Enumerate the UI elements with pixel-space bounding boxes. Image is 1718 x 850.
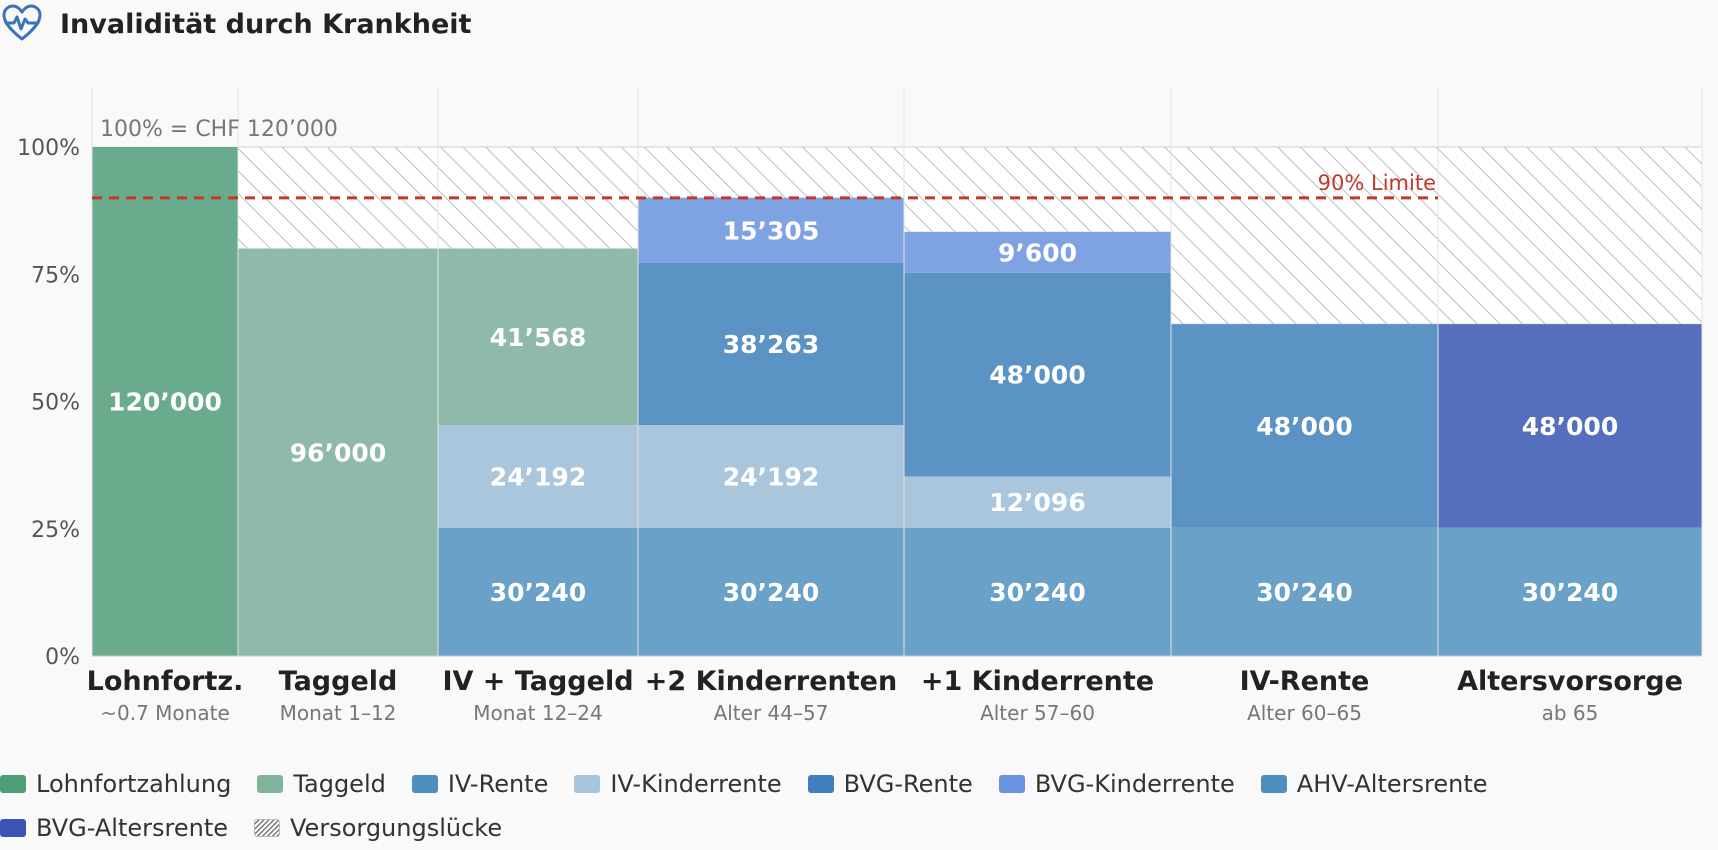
bar-segment (904, 527, 1171, 656)
y-tick-label: 25% (31, 518, 80, 543)
bar-segment (904, 232, 1171, 273)
bar-segment (438, 248, 638, 426)
legend-swatch (1260, 775, 1287, 793)
legend-row: Lohnfortzahlung Taggeld IV-Rente IV-Kinderr… (0, 762, 1718, 806)
x-category-sublabel: Alter 57–60 (980, 701, 1095, 725)
legend-swatch (574, 775, 601, 793)
gap-hatch (637, 146, 905, 199)
legend-label: IV-Kinderrente (610, 770, 782, 798)
bar-segment (1171, 527, 1438, 656)
legend-label: Lohnfortzahlung (36, 770, 232, 798)
data-label: 30’240 (490, 578, 586, 607)
legend-item: Versorgungslücke (254, 814, 502, 842)
x-category-sublabel: ~0.7 Monate (100, 701, 230, 725)
x-category-label: IV-Rente (1240, 666, 1370, 697)
data-label: 30’240 (723, 578, 819, 607)
legend-label: BVG-Kinderrente (1034, 770, 1235, 798)
x-category-sublabel: ab 65 (1542, 701, 1599, 725)
chart-plot: 120’000 96’000 30’240 24’192 41’568 30’240 24’… (17, 88, 1703, 725)
legend-row: BVG-Altersrente Versorgungslücke (0, 806, 1718, 850)
chart-title: Invalidität durch Krankheit (60, 8, 472, 40)
legend-swatch (807, 775, 834, 793)
data-label: 30’240 (1522, 578, 1618, 607)
x-category-sublabel: Alter 44–57 (714, 701, 829, 725)
data-label: 48’000 (1256, 412, 1352, 441)
legend-swatch (411, 775, 438, 793)
y-tick-label: 0% (45, 645, 80, 670)
bar-segment (904, 476, 1171, 528)
x-category-label: IV + Taggeld (442, 666, 633, 697)
reference-label: 100% = CHF 120’000 (100, 117, 338, 142)
legend-item: Taggeld (257, 770, 386, 798)
data-label: 24’192 (723, 462, 819, 491)
legend-label: Taggeld (293, 770, 386, 798)
bar-segment (638, 262, 904, 426)
legend-label: Versorgungslücke (290, 814, 503, 842)
bar-segment (238, 248, 438, 657)
legend-label: BVG-Altersrente (36, 814, 228, 842)
bar-segment (638, 425, 904, 528)
legend-item: BVG-Rente (807, 770, 973, 798)
bar-segment (638, 197, 904, 263)
bar-segment (438, 425, 638, 528)
gap-hatch (903, 146, 1172, 233)
bar-segment (1438, 324, 1702, 528)
legend-swatch (0, 819, 26, 837)
x-category-sublabel: Monat 12–24 (473, 701, 603, 725)
y-tick-label: 50% (31, 391, 80, 416)
bar-segment (92, 147, 238, 656)
x-category-sublabel: Monat 1–12 (280, 701, 397, 725)
data-label: 12’096 (989, 488, 1085, 517)
data-label: 48’000 (989, 361, 1085, 390)
x-category-label: Altersvorsorge (1457, 666, 1683, 697)
legend-item: IV-Rente (411, 770, 549, 798)
x-category-label: Lohnfortz. (87, 666, 244, 697)
legend-swatch (0, 775, 26, 793)
data-label: 96’000 (290, 438, 386, 467)
data-label: 30’240 (989, 578, 1085, 607)
x-category-label: +1 Kinderrente (921, 666, 1154, 697)
legend-item: Lohnfortzahlung (0, 770, 231, 798)
legend-item: BVG-Altersrente (0, 814, 228, 842)
x-category-label: Taggeld (279, 666, 398, 697)
chart-header: Invalidität durch Krankheit (0, 0, 471, 48)
legend-swatch (254, 819, 280, 837)
bar-segment (1171, 324, 1438, 528)
x-category-sublabel: Alter 60–65 (1247, 701, 1362, 725)
y-tick-label: 100% (17, 136, 80, 161)
bar-segment (904, 272, 1171, 477)
bar-segment (438, 527, 638, 656)
data-label: 24’192 (490, 462, 586, 491)
data-label: 30’240 (1256, 578, 1352, 607)
legend-item: BVG-Kinderrente (998, 770, 1235, 798)
y-tick-label: 75% (31, 263, 80, 288)
data-label: 9’600 (998, 238, 1077, 267)
legend-label: IV-Rente (447, 770, 549, 798)
legend-swatch (257, 775, 284, 793)
legend-label: BVG-Rente (843, 770, 973, 798)
chart-legend: Lohnfortzahlung Taggeld IV-Rente IV-Kinderr… (0, 762, 1718, 850)
legend-swatch (998, 775, 1025, 793)
bar-segment (1438, 527, 1702, 656)
gap-hatch (1437, 146, 1703, 325)
legend-item: AHV-Altersrente (1260, 770, 1488, 798)
legend-item: IV-Kinderrente (574, 770, 782, 798)
heart-pulse-icon (2, 4, 42, 41)
data-label: 15’305 (723, 216, 819, 245)
data-label: 48’000 (1522, 412, 1618, 441)
legend-label: AHV-Altersrente (1296, 770, 1488, 798)
data-label: 41’568 (490, 323, 586, 352)
data-label: 38’263 (723, 330, 819, 359)
x-category-label: +2 Kinderrenten (645, 666, 897, 697)
data-label: 120’000 (108, 388, 222, 417)
bar-segment (638, 527, 904, 656)
limit-label: 90% Limite (1318, 171, 1436, 195)
